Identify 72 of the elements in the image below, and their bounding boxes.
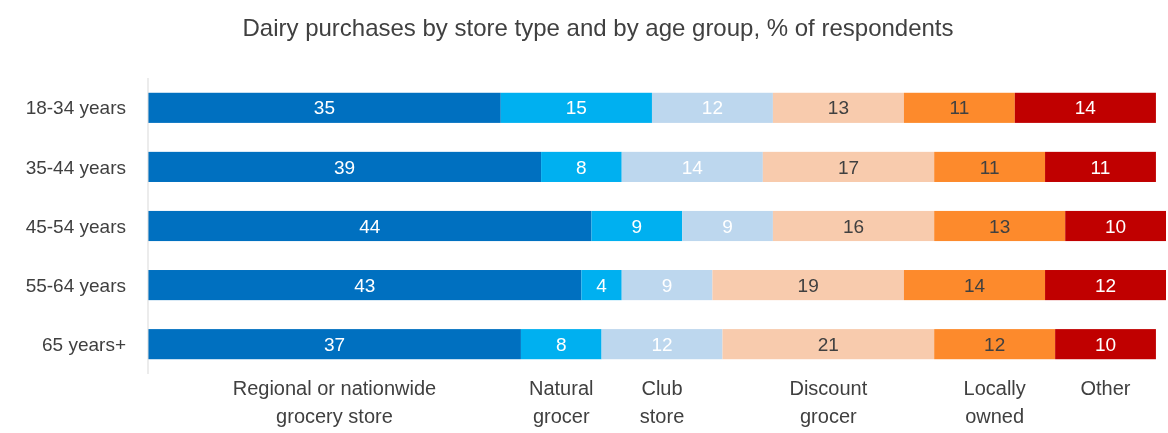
series-label: Discount grocer: [789, 377, 868, 427]
data-label: 12: [984, 333, 1006, 355]
data-label: 17: [837, 156, 860, 178]
data-label: 13: [989, 215, 1011, 237]
y-tick-label: 35-44 years: [25, 156, 126, 178]
bar: [1045, 151, 1156, 182]
bar: [148, 92, 501, 123]
series-label: Other: [1080, 377, 1131, 399]
y-tick-label: 55-64 years: [25, 274, 126, 296]
data-label: 12: [1094, 274, 1117, 296]
data-label: 14: [963, 274, 986, 296]
bar: [934, 151, 1046, 182]
data-label: 9: [722, 215, 733, 237]
bar: [722, 329, 935, 360]
data-label: 9: [631, 215, 643, 237]
bar: [712, 270, 904, 301]
data-label: 12: [701, 97, 724, 119]
bar: [591, 210, 683, 242]
series-label: Locally owned: [963, 377, 1026, 427]
bar: [1055, 329, 1156, 360]
data-label: 37: [323, 333, 346, 355]
series-label: Club store: [639, 377, 685, 427]
bar: [772, 92, 904, 123]
bar: [541, 151, 622, 182]
data-label: 8: [576, 156, 587, 178]
data-label: 13: [827, 97, 849, 119]
bar: [903, 92, 1015, 123]
data-label: 4: [596, 274, 608, 296]
y-tick-label: 45-54 years: [25, 215, 126, 237]
y-tick-label: 65 years+: [42, 333, 126, 355]
series-label: Regional or nationwide grocery store: [232, 377, 437, 427]
y-tick-label: 18-34 years: [25, 97, 126, 119]
data-label: 16: [842, 215, 865, 237]
bar: [934, 210, 1066, 242]
bar: [651, 92, 773, 123]
data-label: 19: [797, 274, 819, 296]
data-label: 14: [1074, 97, 1097, 119]
bar: [1065, 210, 1166, 242]
data-label: 15: [565, 97, 587, 119]
data-label: 43: [354, 274, 376, 296]
bar: [148, 270, 582, 301]
data-label: 21: [817, 333, 839, 355]
bar: [148, 151, 542, 182]
data-label: 9: [661, 274, 673, 296]
bar: [601, 329, 723, 360]
bar: [1014, 92, 1156, 123]
data-label: 11: [1090, 156, 1111, 178]
bar: [621, 151, 763, 182]
bar: [1045, 270, 1166, 301]
data-label: 11: [979, 156, 1000, 178]
data-label: 14: [681, 156, 704, 178]
bar: [500, 92, 652, 123]
data-label: 44: [359, 215, 381, 237]
bar: [903, 270, 1046, 301]
data-label: 39: [333, 156, 356, 178]
bar: [682, 210, 773, 242]
series-label: Natural grocer: [529, 377, 594, 427]
data-label: 10: [1105, 215, 1127, 237]
data-label: 12: [651, 333, 673, 355]
chart-title: Dairy purchases by store type and by age group, % of respondents: [242, 14, 954, 41]
bar: [772, 210, 935, 242]
bar: [581, 270, 622, 301]
bar: [934, 329, 1056, 360]
bar: [148, 210, 592, 242]
bar: [148, 329, 521, 360]
data-label: 10: [1094, 333, 1117, 355]
data-label: 8: [555, 333, 567, 355]
data-label: 35: [313, 97, 335, 119]
bar: [621, 270, 713, 301]
bar: [762, 151, 935, 182]
data-label: 11: [949, 97, 970, 119]
bar: [520, 329, 602, 360]
